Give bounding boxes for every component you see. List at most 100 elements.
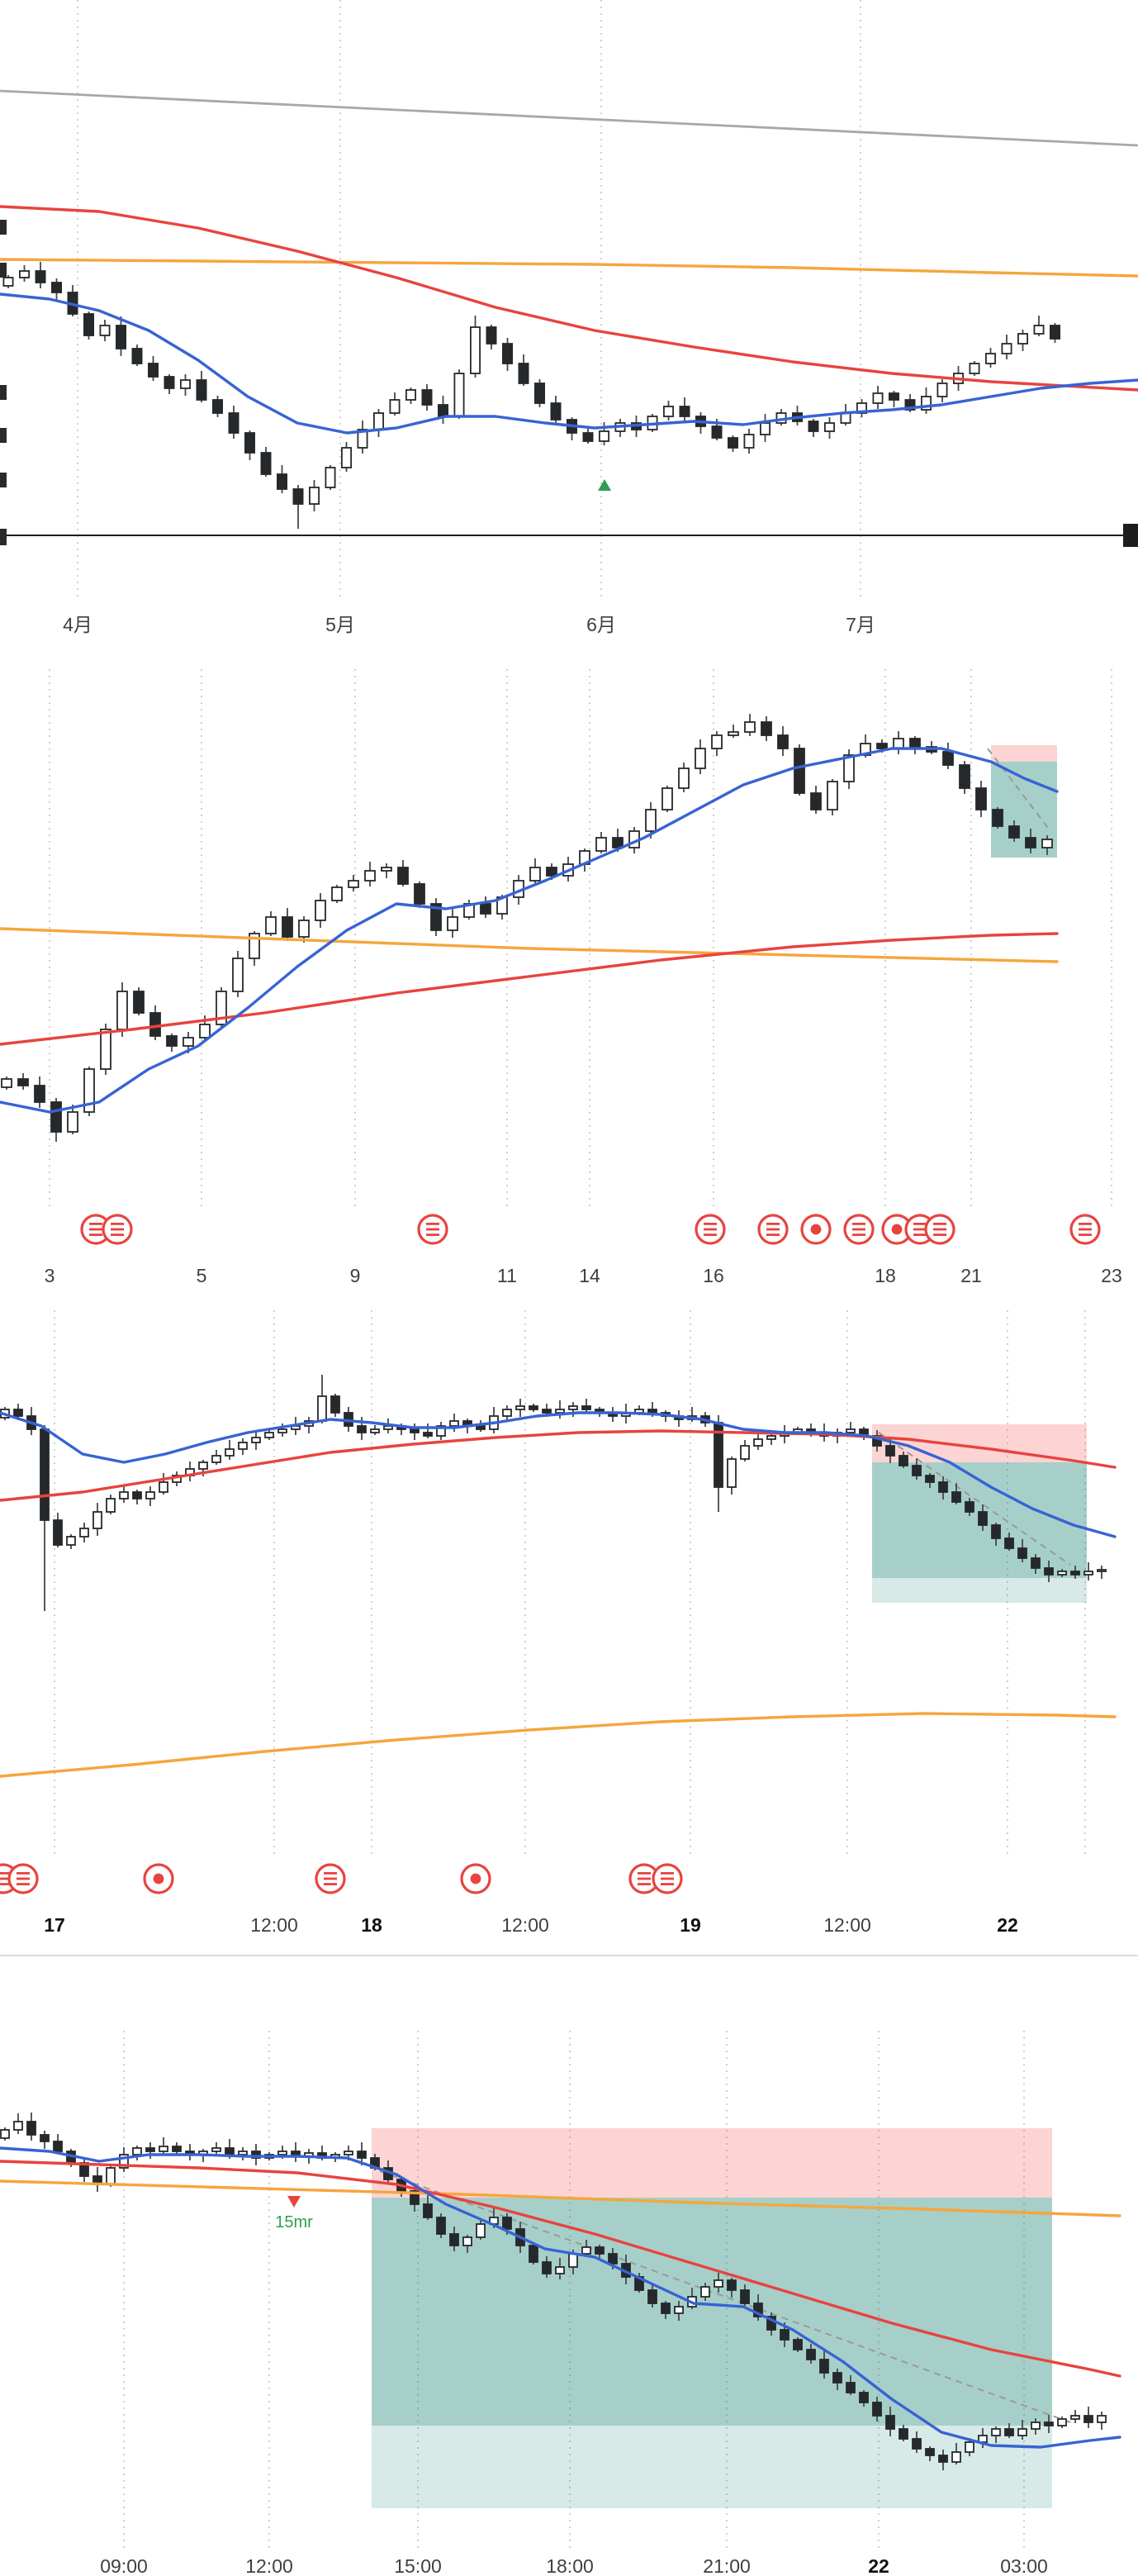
candle [614,419,626,437]
candle [2,275,14,288]
candle [423,2195,433,2220]
candle [824,417,836,439]
candle [678,763,690,792]
y-axis-stub [0,473,7,487]
candle [827,779,838,815]
candle [447,908,458,938]
x-axis-label: 9 [350,1265,361,1286]
candle [819,2350,829,2379]
chart-panel-2-july[interactable]: 3 5 9 11 14 16 18 21 23 [0,653,1138,1297]
chart-panel-3-hourly[interactable]: 17 12:00 18 12:00 19 12:00 22 [0,1297,1138,1956]
x-axis-label: 16 [703,1265,724,1286]
candle [674,2301,684,2321]
candle [67,285,78,316]
candle [260,447,272,477]
candle [145,1486,155,1506]
candle [793,2337,803,2352]
x-axis-label: 21 [960,1265,982,1286]
candle [1070,1566,1080,1579]
candle [856,399,868,417]
candle [196,371,207,402]
candle [397,860,409,886]
candle [35,262,46,288]
candle [298,916,310,943]
candle [711,731,723,756]
candle [695,739,706,774]
candle [331,885,343,903]
candle [679,397,690,422]
candle [832,2369,842,2390]
event-icon-list[interactable] [102,1214,133,1245]
candle [595,2245,605,2258]
event-icon-dot[interactable] [881,1214,913,1245]
candle [423,1423,433,1438]
candle [79,2157,89,2182]
candle [166,1034,178,1052]
event-icon-dot[interactable] [143,1863,174,1894]
candle [555,2258,565,2279]
candle [969,361,980,376]
candle [119,1485,129,1503]
candle [40,2131,50,2149]
x-axis-label: 12:00 [245,2555,293,2576]
candle [0,2127,10,2141]
event-icon-list[interactable] [695,1214,726,1245]
candle [893,731,904,754]
event-icon-list[interactable] [843,1214,875,1245]
event-icon-list[interactable] [757,1214,789,1245]
event-icon-dot[interactable] [800,1214,832,1245]
candle [1,1077,12,1090]
candle [1041,835,1053,855]
event-icon-list[interactable] [924,1214,955,1245]
candle [462,2235,472,2253]
event-icon-dot[interactable] [460,1863,491,1894]
candle [663,401,675,421]
candle [357,421,368,454]
candle [1008,820,1020,842]
candle [581,1399,591,1412]
dashed-trendline[interactable] [987,748,1051,832]
event-icon-list[interactable] [417,1214,448,1245]
candle [991,2426,1001,2443]
candle [50,1098,62,1142]
candle [1025,829,1036,853]
candle [315,893,326,928]
candle [1057,1569,1067,1577]
candle [889,391,900,407]
event-icon-list[interactable] [7,1863,39,1894]
candle [238,1438,248,1455]
x-axis-label: 11 [497,1265,517,1286]
candle [438,396,449,424]
candle [806,2344,816,2364]
zone-reward-ext [372,2426,1052,2508]
candle [436,2213,446,2238]
candle [453,369,465,419]
candle [92,2167,102,2192]
candle [965,1498,974,1516]
candle [13,2113,23,2134]
candle [372,409,384,437]
event-icon-list[interactable] [1069,1214,1101,1245]
candle [348,875,359,891]
zone-reward-ext [872,1578,1087,1603]
event-icon-list[interactable] [315,1863,346,1894]
dashed-trendline[interactable] [878,1432,1071,1566]
candle [700,2283,710,2301]
event-icon-list[interactable] [652,1863,683,1894]
candle [792,406,804,425]
chart-panel-1-daily[interactable]: 4月 5月 6月 7月 [0,0,1138,653]
candle [775,409,787,425]
chart-panel-4-15min[interactable]: 15mr 09:00 12:00 15:00 18:00 21:00 22 03:00 [0,1956,1138,2576]
x-axis-label: 15:00 [394,2555,442,2576]
candle [211,396,223,417]
trendline[interactable] [0,89,1138,147]
candle [912,1458,922,1480]
candle [1083,1562,1093,1580]
y-axis-stub [0,428,7,443]
candle [225,1440,235,1460]
candle [92,1503,102,1536]
candle [515,1399,525,1417]
event-icon-list[interactable] [80,1214,111,1245]
candle [744,714,756,736]
candle [925,2446,935,2461]
